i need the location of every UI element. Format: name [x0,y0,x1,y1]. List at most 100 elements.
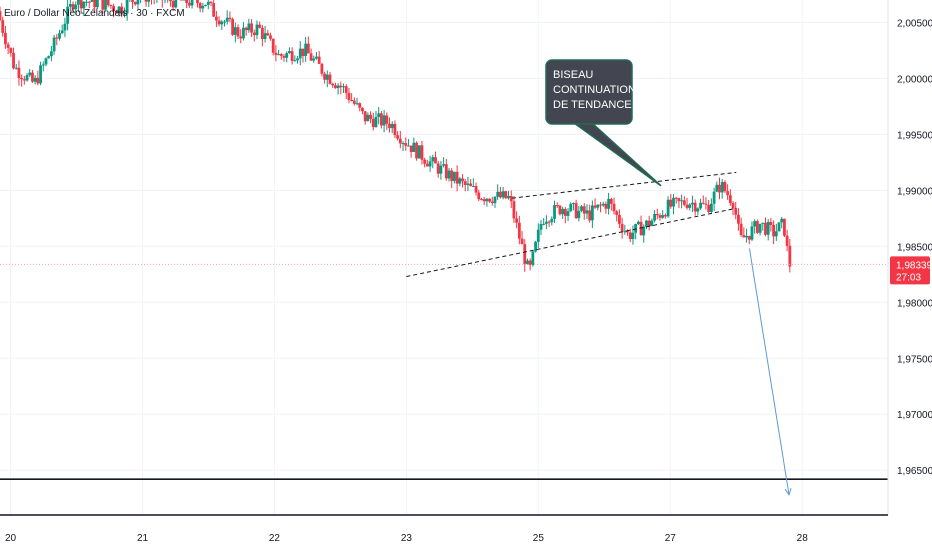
candle-body [577,210,581,219]
price-axis[interactable]: 2,00500 2,00000 1,99500 1,99000 1,98500 1,980… [887,0,932,515]
candle [242,22,245,41]
candle-body [623,231,627,233]
candle-body [204,4,207,6]
candle [323,71,326,84]
candle-body [120,6,124,14]
candle-body [731,203,735,209]
candle-body [12,52,15,69]
candle-body [60,30,64,34]
candle [269,32,272,41]
candle [244,26,248,36]
candle-body [293,60,297,62]
candle-body [171,1,175,8]
candle-body [242,27,245,39]
candle-body [352,100,356,104]
candle [482,197,486,206]
candle-body [361,107,364,112]
candle [14,63,18,70]
candle [720,179,724,199]
candle [277,49,281,56]
candle-body [398,138,402,144]
candle [547,220,551,228]
candle [358,102,362,112]
candle [290,47,294,65]
candle-body [680,200,684,202]
candle-body [572,203,575,205]
candle [680,194,684,209]
candle [285,51,289,63]
candle [125,0,129,21]
candle [95,0,99,9]
candle-body [93,0,97,8]
candle-body [390,123,394,129]
candle [204,4,207,7]
candle [599,201,602,213]
candle [561,206,565,219]
candle [596,204,600,211]
candle [431,154,435,169]
candle-body [439,165,443,174]
candle-body [320,63,324,74]
candle [220,19,224,31]
candle-body [190,0,194,6]
candle [260,24,264,47]
candle [12,47,15,70]
candle-body [493,196,497,204]
candle [28,69,32,77]
candle [347,87,351,104]
candle [661,210,665,219]
candle-body [347,92,351,100]
candle-body [233,27,237,35]
candle [404,137,408,151]
candle-body [382,115,386,126]
candle-body [707,204,711,212]
candle-body [282,55,286,58]
candle [39,61,42,86]
candle-body [220,21,224,25]
candle [650,218,654,227]
candle-body [14,67,18,69]
callout-background [545,59,633,125]
candle-body [298,48,302,59]
candle [572,202,575,211]
candle-body [523,244,527,265]
candle [774,223,778,241]
candle-body [569,203,573,212]
callout-box[interactable]: BISEAU CONTINUATION DE TENDANCE [545,59,662,187]
candle [47,55,51,59]
candle-body [28,72,32,76]
candle-body [777,222,781,232]
candle [685,197,689,210]
candle-body [228,17,232,20]
candle-body [499,191,502,198]
candle-body [371,118,375,128]
candle-body [434,157,437,164]
candle [55,34,59,46]
callout-line-1: BISEAU [553,69,593,81]
candle-body [615,211,619,215]
candle-body [542,223,546,225]
candle-body [431,157,435,162]
candle-body [553,205,556,219]
candle [156,0,158,4]
candle [279,52,283,60]
candle [682,196,686,207]
candle [707,199,711,214]
candle [68,0,72,12]
candle [647,215,651,231]
candle [342,83,345,94]
candle-body [266,33,270,36]
candle-body [747,235,751,240]
candle-body [271,38,275,53]
candle-body [507,195,510,199]
candle [390,121,394,134]
candle-body [55,37,59,39]
candle-body [471,186,475,188]
candle [461,174,464,188]
candle-body [285,53,289,58]
time-axis[interactable]: 20 21 22 23 25 27 28 [0,514,888,544]
candle-body [593,205,597,208]
candle-body [388,123,391,129]
candle [447,167,451,182]
